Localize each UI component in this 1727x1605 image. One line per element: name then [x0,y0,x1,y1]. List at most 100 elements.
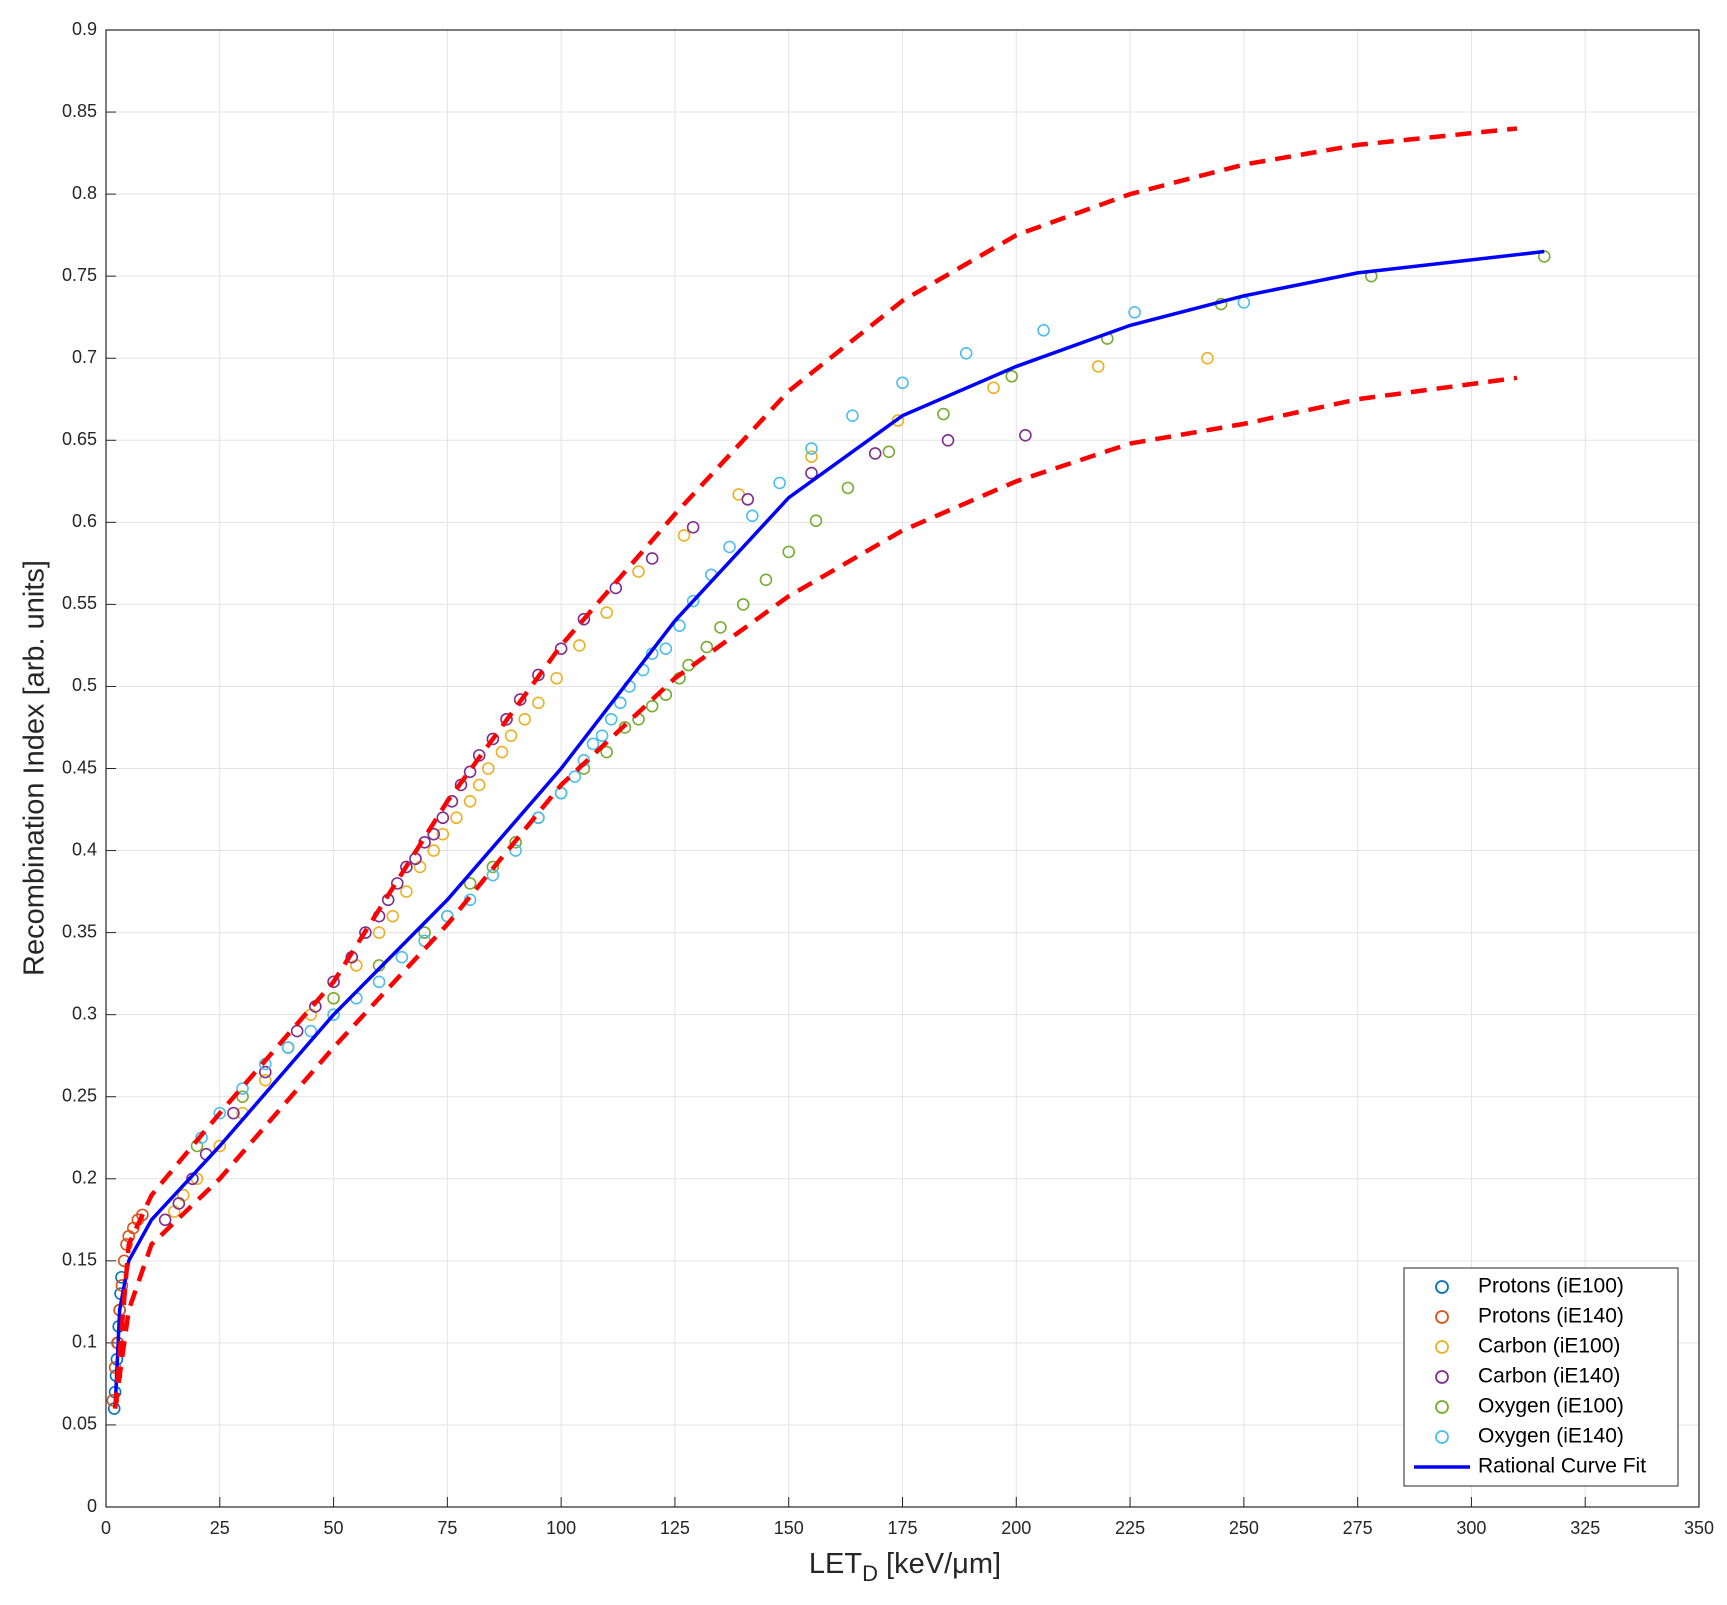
y-tick-label: 0.2 [72,1168,97,1188]
scatter-point [500,712,513,726]
scatter-point [509,844,522,857]
scatter-point [495,745,509,759]
y-tick-label: 0.35 [62,921,97,941]
scatter-point [372,975,386,989]
x-tick-label: 75 [437,1518,457,1538]
scatter-point [700,640,714,654]
scatter-point [987,381,1000,395]
scatter-point [577,612,591,626]
scatter-point [614,696,627,710]
x-tick-label: 300 [1456,1518,1486,1538]
scatter-point [809,514,823,527]
scatter-point [436,811,450,825]
y-tick-label: 0.15 [62,1250,97,1270]
scatter-point [372,926,386,939]
scatter-point [1201,351,1214,365]
y-tick-label: 0.75 [62,265,97,285]
scatter-point [400,885,413,898]
scatter-point [418,926,431,939]
scatter-point [450,811,463,825]
scatter-point [741,493,755,506]
scatter-point [941,433,955,447]
scatter-point [595,729,609,742]
scatter-point [714,621,727,634]
scatter-point [427,844,441,857]
scatter-point [486,860,500,874]
scatter-point [759,573,773,587]
x-tick-label: 125 [660,1518,690,1538]
legend-label: Rational Curve Fit [1478,1455,1646,1478]
legend-marker [1435,1430,1449,1444]
x-tick-label: 325 [1570,1518,1600,1538]
scatter-point [550,671,563,685]
x-tick-label: 350 [1684,1518,1714,1538]
y-tick-label: 0.55 [62,593,97,613]
scatter-point [532,696,545,710]
scatter-point [805,466,818,480]
scatter-point [746,509,759,523]
y-tick-label: 0.4 [72,839,97,859]
scatter-point [1037,324,1050,337]
scatter-point [327,975,340,989]
scatter-point [395,950,409,964]
scatter-point [518,712,532,726]
scatter-point [463,765,477,779]
scatter-point [868,447,882,460]
legend-marker [1435,1280,1449,1294]
scatter-point [213,1106,227,1120]
scatter-point [1537,250,1551,263]
scatter-point [486,732,500,746]
legend-label: Carbon (iE140) [1478,1365,1620,1388]
scatter-point [736,598,750,611]
scatter-point [604,712,618,726]
x-tick-label: 200 [1001,1518,1031,1538]
scatter-point [386,909,400,923]
dashed-line [112,126,1518,1409]
y-tick-label: 0.85 [62,101,97,121]
x-tick-label: 50 [324,1518,344,1538]
scatter-point [436,827,450,841]
scatter-point [632,565,645,578]
fit-line [113,249,1545,1409]
scatter-point [136,1208,149,1222]
legend-label: Oxygen (iE140) [1478,1425,1624,1448]
scatter-point [805,450,818,463]
x-axis-title-rest: [keV/μm] [878,1548,1001,1580]
x-axis-title-sub: D [862,1561,878,1586]
scatter-point [1128,305,1141,319]
scatter-point [236,1090,249,1104]
scatter-point [504,729,518,742]
scatter-point [359,926,372,939]
scatter-point [213,1139,227,1153]
scatter-point [554,642,568,655]
y-tick-label: 0.5 [72,675,97,695]
legend-label: Protons (iE100) [1478,1275,1624,1298]
y-tick-label: 0.45 [62,757,97,777]
scatter-point [463,877,477,890]
scatter-point [896,376,909,390]
scatter-point [482,762,495,775]
y-axis-title: Recombination Index [arb. units] [19,560,51,976]
scatter-point [158,1213,172,1227]
scatter-point [172,1197,186,1210]
x-tick-label: 150 [774,1518,804,1538]
scatter-point [677,529,691,542]
dashed-line [112,375,1518,1409]
scatter-point [882,445,896,459]
legend-label: Carbon (iE100) [1478,1335,1620,1358]
scatter-point [327,1008,340,1021]
scatter-point [1091,360,1105,373]
scatter-point [236,1082,249,1095]
scatter-point [600,745,613,759]
scatter-point [600,606,613,619]
scatter-point [959,346,973,360]
y-tick-label: 0.1 [72,1332,97,1352]
legend-marker [1435,1400,1449,1414]
scatter-point [659,642,673,655]
y-tick-label: 0.3 [72,1003,97,1023]
scatter-point [463,795,477,808]
y-tick-label: 0.9 [72,19,97,39]
y-tick-label: 0.8 [72,183,97,203]
